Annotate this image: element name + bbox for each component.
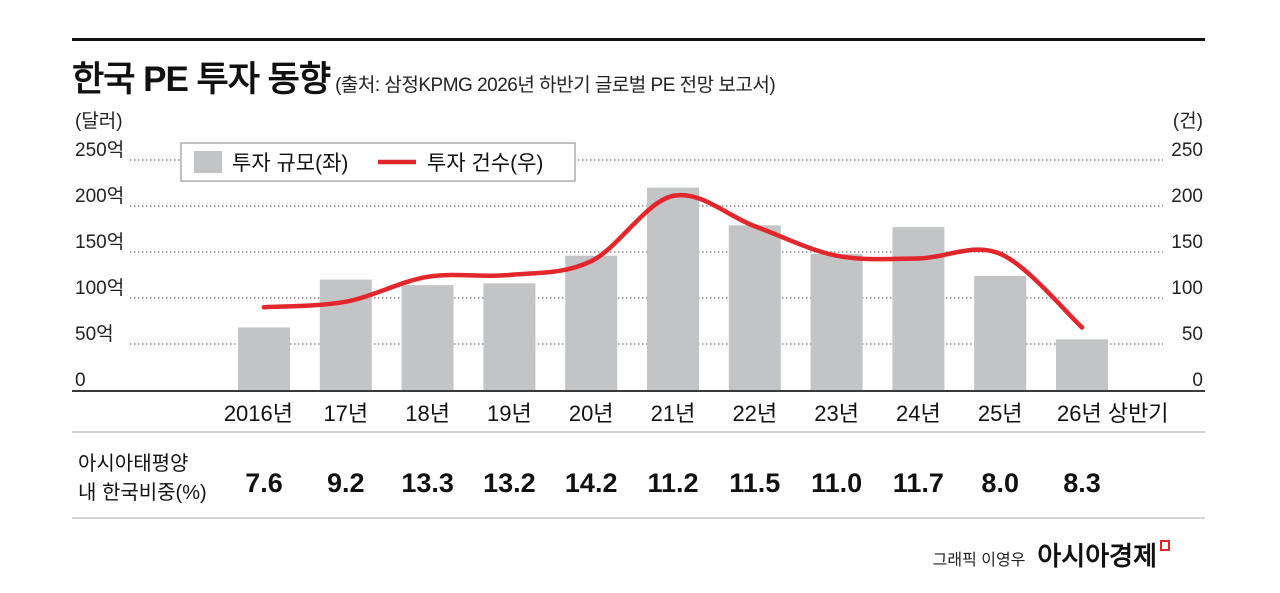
- right-tick-label-2: 100: [1171, 278, 1203, 299]
- right-axis-unit: (건): [1173, 110, 1203, 132]
- bar-series: [238, 187, 1108, 390]
- brand-name: 아시아경제: [1037, 541, 1157, 571]
- legend-bar-swatch: [194, 151, 222, 173]
- bar-23: [810, 253, 863, 390]
- share-value-24: 11.7: [893, 468, 944, 498]
- right-tick-label-3: 150: [1171, 232, 1203, 253]
- x-tick-label-17: 17년: [323, 401, 368, 426]
- brand-logo-mark: [1160, 540, 1170, 551]
- bar-26: [1056, 339, 1108, 390]
- right-tick-label-4: 200: [1171, 186, 1203, 207]
- line-point-23: [834, 253, 839, 258]
- page-title: 한국 PE 투자 동향: [72, 60, 331, 99]
- x-tick-label-19: 19년: [487, 401, 532, 426]
- legend-label-bars: 투자 규모(좌): [232, 152, 348, 175]
- right-tick-label-5: 250: [1171, 140, 1203, 161]
- left-tick-label-3: 150억: [75, 231, 124, 253]
- line-point-18: [425, 274, 430, 280]
- x-tick-label-2016: 2016년: [224, 401, 293, 426]
- x-tick-label-22: 22년: [732, 401, 777, 426]
- left-tick-label-5: 250억: [75, 139, 124, 161]
- bar-20: [565, 255, 618, 390]
- line-point-19: [507, 272, 512, 278]
- line-point-25: [998, 251, 1003, 257]
- right-tick-label-1: 50: [1182, 324, 1203, 345]
- x-tick-label-18: 18년: [405, 401, 450, 426]
- share-value-26: 8.3: [1063, 468, 1101, 498]
- line-point-17: [343, 299, 348, 304]
- share-value-25: 8.0: [981, 468, 1019, 498]
- line-series: [261, 192, 1085, 330]
- share-value-21: 11.2: [647, 468, 698, 498]
- footer: 그래픽 이영우 아시아경제: [933, 541, 1157, 571]
- share-row-label-line2: 내 한국비중(%): [78, 481, 207, 504]
- share-value-23: 11.0: [811, 468, 862, 498]
- x-tick-label-25: 25년: [978, 401, 1023, 426]
- header: 한국 PE 투자 동향 (출처: 삼정KPMG 2026년 하반기 글로벌 PE …: [72, 60, 775, 99]
- x-axis-labels: 2016년 17년 18년 19년 20년 21년 22년 23년 24년 25년 26년 상반기: [224, 401, 1169, 426]
- share-row-values: 7.6 9.2 13.3 13.2 14.2 11.2 11.5 11.0 11.7 8.0 8.3: [245, 468, 1101, 498]
- right-tick-label-0: 0: [1192, 370, 1203, 391]
- line-point-22: [752, 224, 757, 229]
- left-axis-unit: (달러): [75, 110, 123, 132]
- x-tick-label-23: 23년: [814, 401, 859, 426]
- line-point-26: [1079, 325, 1085, 330]
- bar-21: [647, 187, 699, 390]
- graphic-credit: 그래픽 이영우: [933, 551, 1026, 569]
- left-tick-label-0: 0: [75, 370, 86, 391]
- bar-2016: [238, 327, 290, 390]
- left-tick-label-4: 200억: [75, 185, 124, 207]
- source-note: (출처: 삼정KPMG 2026년 하반기 글로벌 PE 전망 보고서): [335, 74, 775, 96]
- share-value-2016: 7.6: [245, 468, 283, 498]
- x-tick-label-21: 21년: [651, 401, 696, 426]
- legend-label-line: 투자 건수(우): [427, 152, 543, 175]
- line-point-2016: [261, 305, 267, 310]
- bar-18: [401, 285, 454, 390]
- line-point-21: [670, 193, 676, 199]
- share-value-22: 11.5: [729, 468, 780, 498]
- right-axis-ticks: 0 50 100 150 200 250: [1171, 140, 1203, 391]
- x-tick-label-20: 20년: [569, 401, 614, 426]
- left-axis-ticks: 0 50억 100억 150억 200억 250억: [75, 139, 124, 391]
- line-point-20: [589, 259, 594, 264]
- line-point-24: [916, 256, 921, 261]
- x-tick-label-26: 26년 상반기: [1057, 401, 1169, 426]
- bar-22: [728, 225, 781, 390]
- top-rule: [72, 38, 1205, 41]
- legend: 투자 규모(좌) 투자 건수(우): [180, 142, 576, 182]
- bar-25: [974, 275, 1027, 390]
- left-tick-label-2: 100억: [75, 277, 124, 299]
- share-value-19: 13.2: [483, 468, 536, 498]
- share-value-18: 13.3: [401, 468, 454, 498]
- share-value-20: 14.2: [565, 468, 618, 498]
- left-tick-label-1: 50억: [75, 323, 114, 345]
- x-tick-label-24: 24년: [896, 401, 941, 426]
- bar-24: [892, 227, 945, 390]
- share-row-label-line1: 아시아태평양: [78, 452, 188, 475]
- share-value-17: 9.2: [327, 468, 365, 498]
- bar-19: [483, 283, 536, 390]
